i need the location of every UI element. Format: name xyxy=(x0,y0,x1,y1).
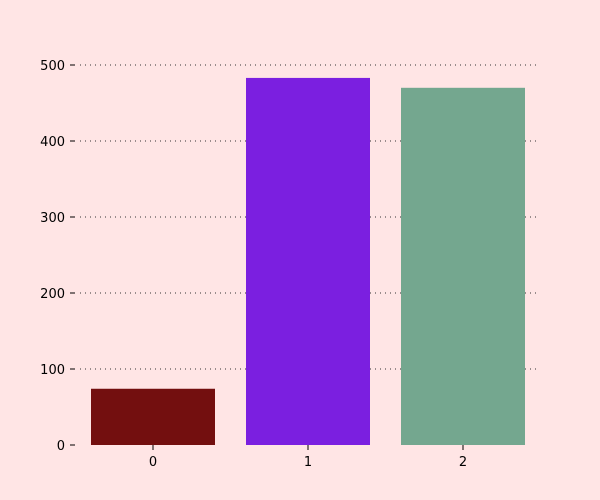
bar-0 xyxy=(91,388,215,445)
y-tick-label-300: 300 xyxy=(40,211,65,226)
y-tick-label-200: 200 xyxy=(40,287,65,302)
y-tick-label-400: 400 xyxy=(40,135,65,150)
bar-1 xyxy=(246,77,370,446)
y-tick-label-500: 500 xyxy=(40,59,65,74)
y-axis: 0 100 200 300 400 500 xyxy=(40,59,75,454)
y-tick-label-0: 0 xyxy=(57,439,65,454)
x-tick-label-2: 2 xyxy=(459,455,467,470)
bar-2 xyxy=(401,87,525,446)
x-axis: 0 1 2 xyxy=(149,445,467,470)
x-tick-label-1: 1 xyxy=(304,455,312,470)
bars xyxy=(91,77,525,446)
x-tick-label-0: 0 xyxy=(149,455,157,470)
y-tick-label-100: 100 xyxy=(40,363,65,378)
